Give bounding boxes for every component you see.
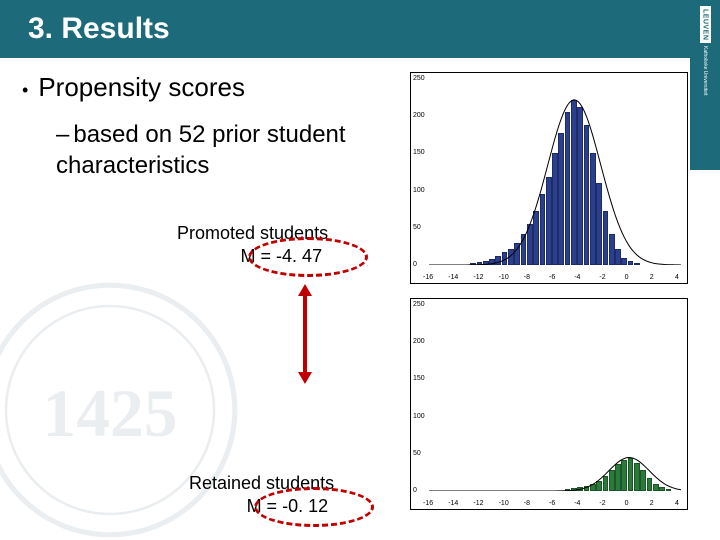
x-tick-label: 2: [650, 274, 654, 281]
x-tick-label: -8: [524, 274, 530, 281]
y-tick-label: 200: [413, 338, 425, 345]
x-tick-label: -16: [423, 500, 433, 507]
chart-retained-histogram: -16 -14 -12 -10 -8 -6 -4 -2 0 2 4 0 50 100 150 200 250: [410, 298, 688, 510]
y-tick-label: 150: [413, 375, 425, 382]
promoted-block: Promoted students M = -4. 47: [177, 223, 328, 267]
header-bar: 3. Results: [0, 0, 720, 58]
retained-label: Retained students: [189, 473, 334, 494]
x-tick-label: -8: [524, 500, 530, 507]
subline: –based on 52 prior student characteristi…: [56, 119, 402, 181]
normal-curve: [429, 79, 681, 265]
y-tick-label: 250: [413, 75, 425, 82]
arrow-head-down: [298, 372, 312, 384]
bullet-icon: •: [22, 80, 28, 101]
y-tick-label: 100: [413, 187, 425, 194]
x-tick-label: -12: [473, 500, 483, 507]
svg-text:1425: 1425: [42, 376, 177, 451]
logo-subtext: Katholieke Universiteit: [702, 46, 708, 95]
arrow-head-up: [298, 284, 312, 296]
logo-brand: LEUVEN: [700, 6, 711, 43]
x-tick-label: 2: [650, 500, 654, 507]
retained-mean: M = -0. 12: [189, 496, 334, 517]
x-tick-label: -14: [448, 500, 458, 507]
x-tick-label: -4: [574, 274, 580, 281]
y-tick-label: 0: [413, 261, 417, 268]
x-tick-label: 4: [675, 274, 679, 281]
double-arrow-line: [303, 294, 307, 374]
normal-curve: [429, 305, 681, 491]
x-tick-label: -4: [574, 500, 580, 507]
content-column: • Propensity scores –based on 52 prior s…: [22, 72, 402, 181]
x-tick-label: -12: [473, 274, 483, 281]
chart-promoted-histogram: -16 -14 -12 -10 -8 -6 -4 -2 0 2 4 0 50 100 150 200 250: [410, 72, 688, 284]
subline-text: based on 52 prior student characteristic…: [56, 121, 346, 179]
y-tick-label: 200: [413, 112, 425, 119]
y-tick-label: 100: [413, 413, 425, 420]
x-tick-label: 0: [625, 274, 629, 281]
header-title: 3. Results: [28, 12, 170, 46]
y-tick-label: 250: [413, 301, 425, 308]
promoted-label: Promoted students: [177, 223, 328, 244]
bullet-propensity: • Propensity scores: [22, 72, 402, 103]
x-tick-label: 4: [675, 500, 679, 507]
y-tick-label: 50: [413, 224, 421, 231]
x-tick-label: -6: [549, 274, 555, 281]
y-tick-label: 150: [413, 149, 425, 156]
y-tick-label: 50: [413, 450, 421, 457]
x-tick-label: 0: [625, 500, 629, 507]
bullet-text: Propensity scores: [38, 72, 245, 103]
x-tick-label: -10: [499, 500, 509, 507]
x-tick-label: -16: [423, 274, 433, 281]
retained-block: Retained students M = -0. 12: [189, 473, 334, 517]
y-tick-label: 0: [413, 487, 417, 494]
x-tick-label: -2: [599, 500, 605, 507]
promoted-mean: M = -4. 47: [177, 246, 328, 267]
x-tick-label: -6: [549, 500, 555, 507]
logo-strip: LEUVEN Katholieke Universiteit: [690, 0, 720, 170]
x-tick-label: -2: [599, 274, 605, 281]
x-tick-label: -14: [448, 274, 458, 281]
x-tick-label: -10: [499, 274, 509, 281]
